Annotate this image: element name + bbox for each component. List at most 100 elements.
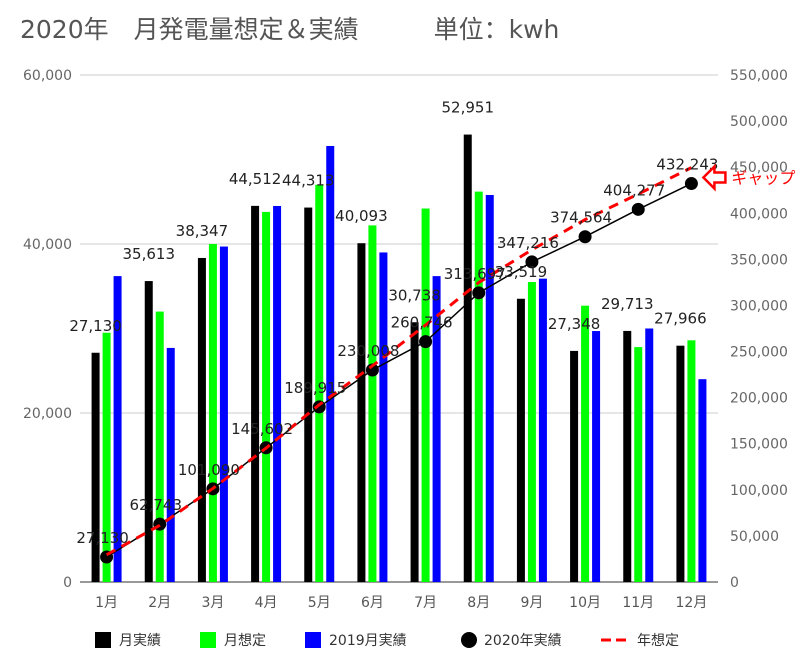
bar-2019月実績: [113, 276, 122, 582]
right-axis-tick-label: 550,000: [730, 68, 788, 84]
bar-月実績: [570, 350, 579, 582]
point-2020年実績: [472, 286, 486, 300]
x-axis-tick-label: 5月: [308, 595, 331, 611]
bar-月想定: [262, 211, 271, 582]
bar-value-label: 30,738: [388, 286, 441, 304]
legend-label: 月実績: [119, 633, 161, 649]
bar-2019月実績: [592, 331, 601, 582]
x-axis-tick-label: 10月: [569, 595, 601, 611]
x-axis-tick-label: 6月: [361, 595, 384, 611]
legend-label: 2020年実績: [484, 633, 562, 649]
right-axis-tick-label: 200,000: [730, 391, 788, 407]
x-axis-tick-label: 7月: [414, 595, 437, 611]
gap-arrow-icon: [701, 163, 727, 192]
bar-月実績: [463, 134, 472, 582]
bar-2019月実績: [326, 145, 335, 583]
bar-value-label: 44,512: [229, 170, 282, 188]
bar-月実績: [144, 281, 153, 582]
right-axis-tick-label: 150,000: [730, 437, 788, 453]
bar-value-label: 27,966: [654, 310, 707, 328]
bar-月想定: [155, 311, 164, 582]
x-axis-tick-label: 4月: [255, 595, 278, 611]
bar-2019月実績: [273, 205, 282, 582]
right-axis-tick-label: 0: [730, 575, 739, 591]
bar-2019月実績: [698, 379, 707, 582]
bar-月想定: [581, 305, 590, 582]
bar-月実績: [623, 330, 632, 582]
left-axis-tick-label: 0: [63, 575, 72, 591]
line-value-label: 347,216: [497, 234, 559, 252]
bar-value-label: 52,951: [442, 99, 495, 117]
grid-lines: [80, 74, 718, 583]
bar-月実績: [516, 298, 525, 582]
bar-月実績: [676, 345, 685, 582]
x-axis-tick-label: 1月: [95, 595, 118, 611]
line-value-label: 432,243: [656, 156, 718, 174]
x-axis-tick-label: 2月: [148, 595, 171, 611]
legend-swatch-2019月実績: [305, 632, 321, 648]
bar-月実績: [251, 205, 260, 582]
bar-月想定: [634, 347, 643, 582]
bar-value-label: 27,348: [548, 315, 601, 333]
bar-2019月実績: [219, 246, 228, 582]
x-axis-tick-label: 9月: [520, 595, 543, 611]
line-value-label: 374,564: [550, 209, 612, 227]
line-年想定: [105, 166, 693, 557]
line-value-label: 404,277: [603, 181, 665, 199]
line-value-label: 189,915: [284, 379, 346, 397]
chart-title: 2020年 月発電量想定＆実績 単位：kwh: [20, 15, 560, 44]
right-axis-tick-label: 400,000: [730, 206, 788, 222]
line-value-label: 230,008: [337, 342, 399, 360]
bar-value-label: 40,093: [335, 207, 388, 225]
right-axis-tick-label: 250,000: [730, 345, 788, 361]
bar-月実績: [304, 207, 313, 582]
bar-value-label: 38,347: [176, 222, 229, 240]
right-axis-tick-label: 100,000: [730, 483, 788, 499]
bar-月想定: [421, 208, 430, 582]
line-value-label: 62,743: [130, 496, 183, 514]
x-axis-tick-label: 11月: [622, 595, 654, 611]
bar-月実績: [91, 352, 100, 582]
bar-2019月実績: [485, 194, 494, 583]
left-axis-tick-label: 20,000: [23, 406, 72, 422]
line-value-label: 27,130: [76, 529, 129, 547]
bar-月想定: [315, 184, 324, 582]
bar-value-label: 29,713: [601, 295, 654, 313]
right-axis-tick-label: 350,000: [730, 252, 788, 268]
bar-月想定: [208, 244, 217, 582]
bar-2019月実績: [166, 347, 175, 582]
bar-月実績: [197, 257, 206, 582]
line-value-label: 313,697: [444, 265, 506, 283]
point-2020年実績: [684, 177, 698, 191]
legend-label: 月想定: [224, 633, 266, 649]
bar-月想定: [687, 340, 696, 582]
bar-月想定: [474, 191, 483, 583]
legend-label: 2019月実績: [329, 633, 407, 649]
legend-swatch-月想定: [200, 632, 216, 648]
annotations: ギャップ: [701, 163, 795, 192]
bar-月想定: [102, 332, 111, 582]
bar-value-label: 27,130: [69, 317, 122, 335]
x-axis-tick-label: 12月: [676, 595, 708, 611]
legend[interactable]: 月実績 月想定 2019月実績 2020年実績 年想定: [95, 632, 679, 649]
right-axis-tick-label: 50,000: [730, 529, 779, 545]
line-value-label: 101,090: [178, 461, 240, 479]
left-axis-tick-label: 40,000: [23, 237, 72, 253]
line-value-label: 260,746: [391, 314, 453, 332]
bar-月実績: [410, 322, 419, 582]
bar-value-label: 35,613: [123, 245, 176, 263]
legend-swatch-2020年実績: [461, 632, 477, 648]
bar-月想定: [527, 282, 536, 582]
bar-月実績: [357, 243, 366, 582]
left-axis: 0 20,000 40,000 60,000: [23, 68, 72, 591]
line-value-label: 145,602: [231, 420, 293, 438]
x-axis-tick-label: 3月: [201, 595, 224, 611]
point-2020年実績: [525, 255, 539, 269]
bars: [91, 134, 707, 583]
right-axis-tick-label: 300,000: [730, 298, 788, 314]
point-2020年実績: [419, 335, 433, 349]
bar-2019月実績: [432, 276, 441, 582]
line-2020年実績: [106, 182, 692, 558]
